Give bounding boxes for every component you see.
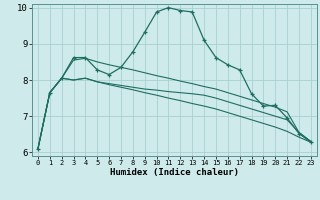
X-axis label: Humidex (Indice chaleur): Humidex (Indice chaleur) [110, 168, 239, 177]
